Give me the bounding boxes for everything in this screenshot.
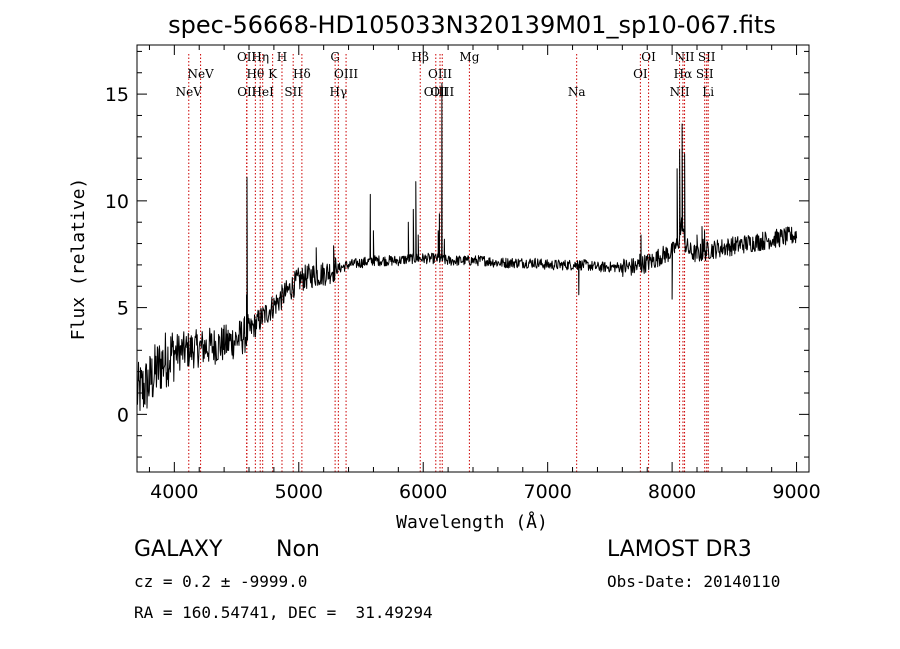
x-tick-label: 9000 <box>772 481 820 503</box>
line-marker-label: OIII <box>334 67 358 81</box>
axes: 4000 5000 6000 7000 8000 9000 0 5 10 15 <box>105 45 821 503</box>
y-tick-label: 15 <box>105 84 129 106</box>
line-marker-label: OI <box>633 67 648 81</box>
y-axis-label: Flux (relative) <box>68 178 89 341</box>
line-marker-label: NII <box>675 50 695 64</box>
spectrum-line <box>136 82 798 411</box>
line-marker-label: Na <box>568 85 586 99</box>
line-marker-label: HeI <box>252 85 275 99</box>
y-tick-label: 10 <box>105 191 129 213</box>
line-marker-label: Hδ <box>293 67 311 81</box>
survey-label: LAMOST DR3 <box>607 537 752 562</box>
line-marker-label: H <box>277 50 287 64</box>
line-marker-label: NII <box>670 85 690 99</box>
line-marker-label: Hθ <box>246 67 264 81</box>
line-marker-label: OII <box>237 85 257 99</box>
x-tick-label: 4000 <box>150 481 198 503</box>
object-class: GALAXY <box>134 537 223 562</box>
x-tick-label: 5000 <box>275 481 323 503</box>
line-marker-label: Hα <box>674 67 693 81</box>
line-marker-label: OIII <box>428 67 452 81</box>
line-marker-label: Hη <box>251 50 269 64</box>
line-marker-label: SII <box>284 85 302 99</box>
y-tick-label: 0 <box>117 404 129 426</box>
line-marker-label: SII <box>696 67 714 81</box>
line-marker-label: Mg <box>459 50 479 64</box>
line-marker-label: Hβ <box>412 50 429 64</box>
redshift-text: cz = 0.2 ± -9999.0 <box>134 572 308 591</box>
x-axis-label: Wavelength (Å) <box>396 511 548 533</box>
line-marker-label: OI <box>641 50 656 64</box>
object-subclass: Non <box>276 537 320 562</box>
line-marker-label: SII <box>698 50 716 64</box>
chart-title: spec-56668-HD105033N320139M01_sp10-067.f… <box>168 11 776 39</box>
line-marker-label: K <box>268 67 278 81</box>
obs-date-text: Obs-Date: 20140110 <box>607 572 781 591</box>
line-marker-label: Li <box>702 85 714 99</box>
line-marker-label: G <box>330 50 340 64</box>
x-tick-label: 7000 <box>523 481 571 503</box>
line-marker-label: NeV <box>187 67 214 81</box>
emission-line-markers: NeV NeV OII OII Hθ Hη HeI KH SII Hδ G Hγ OIII Hβ OIII O… <box>176 50 716 472</box>
line-marker-label: NeV <box>176 85 203 99</box>
line-marker-label: Hγ <box>330 85 348 99</box>
x-tick-label: 8000 <box>648 481 696 503</box>
line-marker-label: OII <box>237 50 257 64</box>
coordinates-text: RA = 160.54741, DEC = 31.49294 <box>134 603 433 622</box>
x-tick-label: 6000 <box>399 481 447 503</box>
spectrum-series <box>136 82 798 411</box>
y-tick-label: 5 <box>117 298 129 320</box>
